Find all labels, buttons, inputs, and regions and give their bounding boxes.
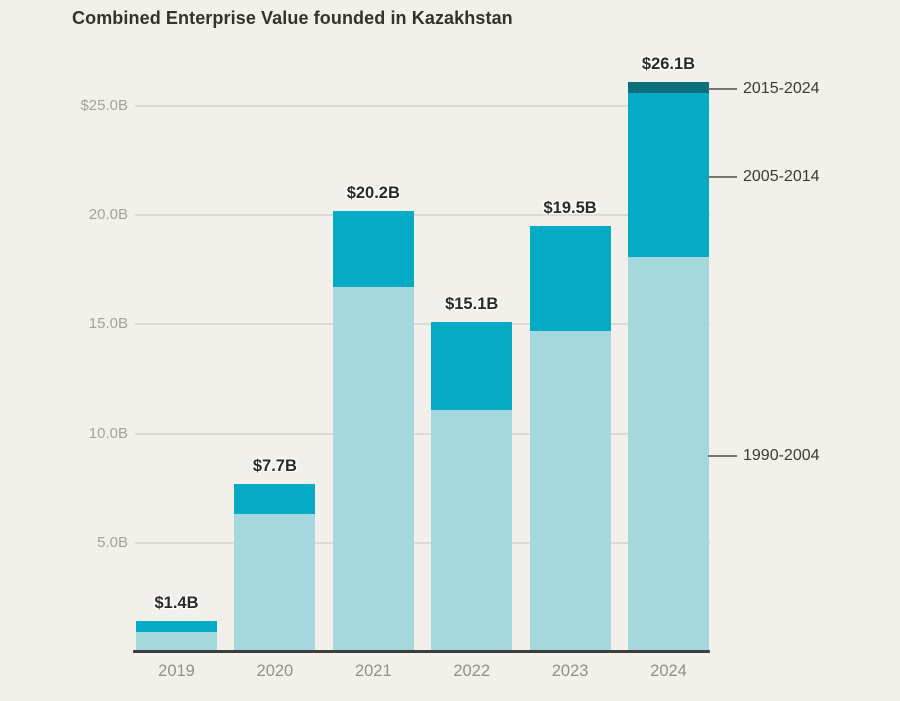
y-axis-tick-label-5: 5.0B <box>97 533 128 551</box>
bar-value-label-2019: $1.4B <box>154 594 199 613</box>
y-gridline-10 <box>135 432 710 435</box>
bar-2022-segment-2005-2014 <box>431 322 513 410</box>
x-axis-tick-label-2021: 2021 <box>354 662 392 680</box>
bar-2020-segment-2005-2014 <box>234 483 316 515</box>
chart-title: Combined Enterprise Value founded in Kaz… <box>72 8 513 28</box>
x-axis-tick-label-2023: 2023 <box>551 662 589 680</box>
bar-value-label-2022: $15.1B <box>445 295 499 314</box>
y-axis-tick-label-15: 15.0B <box>88 315 128 333</box>
bar-value-label-2021: $20.2B <box>346 183 400 202</box>
legend-tick-2015-2024 <box>708 88 737 91</box>
bar-2024-segment-2005-2014 <box>628 92 709 257</box>
x-axis-tick-label-2022: 2022 <box>453 662 491 680</box>
legend-tick-2005-2014 <box>708 175 737 178</box>
legend-label-2015-2024: 2015-2024 <box>743 80 820 98</box>
bar-2020-segment-1990-2004 <box>234 514 316 652</box>
legend-label-2005-2014: 2005-2014 <box>743 167 820 185</box>
bar-2024-segment-2015-2024 <box>628 81 709 93</box>
y-axis-tick-label-10: 10.0B <box>88 424 128 442</box>
bar-value-label-2020: $7.7B <box>252 456 297 475</box>
bar-2024-segment-1990-2004 <box>628 256 709 652</box>
y-gridline-25 <box>135 105 710 107</box>
bar-2022-segment-1990-2004 <box>431 409 513 652</box>
y-gridline-5 <box>135 541 710 544</box>
x-axis-tick-label-2019: 2019 <box>158 662 195 680</box>
y-gridline-15 <box>135 323 710 326</box>
bar-value-label-2023: $19.5B <box>543 199 597 218</box>
y-axis-tick-label-25: $25.0B <box>80 97 128 114</box>
y-gridline-20 <box>135 214 710 217</box>
bar-2019-segment-1990-2004 <box>136 632 217 652</box>
bar-value-label-2024: $26.1B <box>641 54 696 73</box>
x-axis-tick-label-2024: 2024 <box>650 662 687 680</box>
y-axis-tick-label-20: 20.0B <box>88 206 128 224</box>
legend-tick-1990-2004 <box>708 455 737 458</box>
bar-2021-segment-2005-2014 <box>332 210 414 288</box>
bar-2023-segment-2005-2014 <box>529 226 611 331</box>
bar-2021-segment-1990-2004 <box>332 287 414 652</box>
x-axis-line <box>133 650 710 653</box>
bar-2019-segment-2005-2014 <box>136 621 217 633</box>
bar-2023-segment-1990-2004 <box>529 330 611 652</box>
x-axis-tick-label-2020: 2020 <box>256 662 294 680</box>
legend-label-1990-2004: 1990-2004 <box>743 447 820 465</box>
